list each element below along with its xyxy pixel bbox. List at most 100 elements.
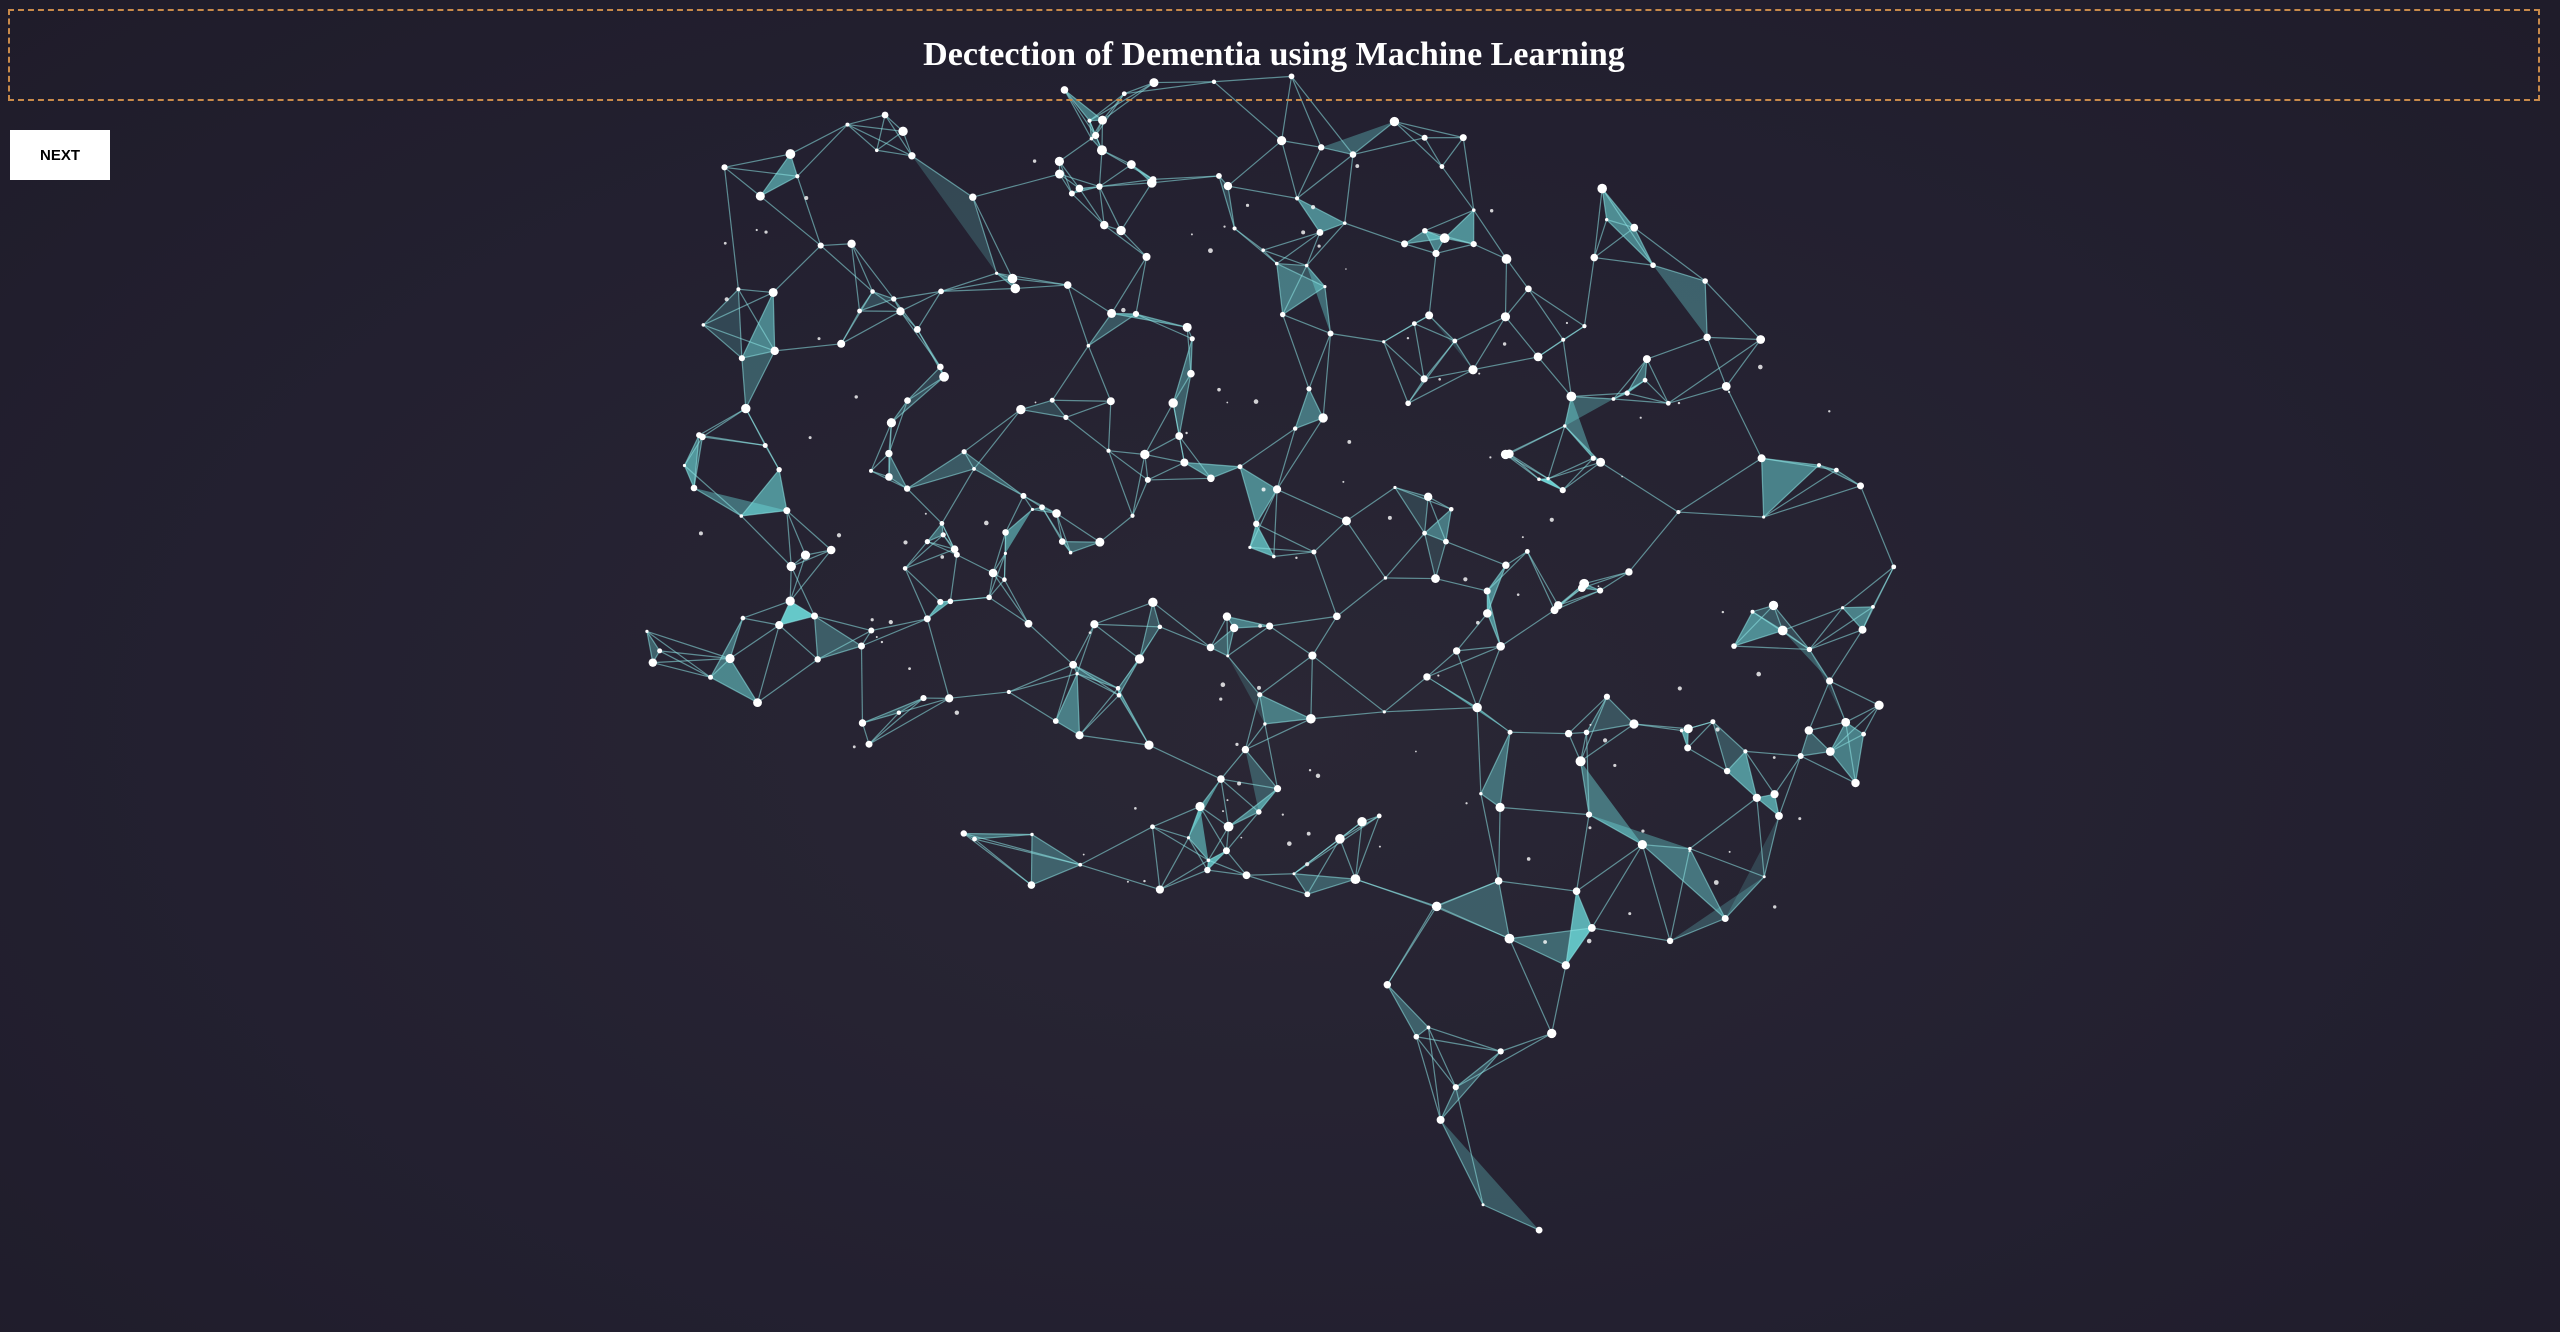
network-edge xyxy=(1310,655,1314,719)
network-edge xyxy=(1404,237,1445,245)
network-node xyxy=(770,346,779,356)
network-edge xyxy=(1455,1050,1502,1088)
network-edge xyxy=(1138,602,1154,660)
network-node xyxy=(1470,241,1477,248)
network-node xyxy=(1261,248,1265,252)
network-edge xyxy=(683,436,703,466)
network-edge xyxy=(1547,457,1594,480)
network-facet xyxy=(1245,749,1278,812)
network-dust xyxy=(1217,387,1221,392)
network-edge xyxy=(772,292,776,351)
network-node xyxy=(1494,877,1503,885)
network-dust xyxy=(1088,631,1092,634)
network-node xyxy=(1241,745,1250,754)
network-node xyxy=(1535,1226,1543,1234)
network-edge xyxy=(1220,778,1230,827)
network-edge xyxy=(1079,734,1150,746)
network-edge xyxy=(1206,850,1227,871)
network-edge xyxy=(1276,488,1347,522)
network-dust xyxy=(1378,845,1381,848)
network-edge xyxy=(1310,711,1385,720)
network-edge xyxy=(1480,731,1511,794)
network-edge xyxy=(1734,645,1810,651)
network-node xyxy=(690,484,698,492)
network-edge xyxy=(1276,262,1307,267)
network-node xyxy=(1271,554,1276,559)
network-edge xyxy=(1435,577,1488,592)
network-edge xyxy=(1642,844,1690,850)
network-edge xyxy=(1227,627,1235,657)
network-node xyxy=(1383,576,1388,580)
network-edge xyxy=(1131,454,1146,516)
network-node xyxy=(1874,700,1884,710)
network-edge xyxy=(1500,1032,1552,1052)
network-edge xyxy=(1427,1027,1457,1088)
network-edge xyxy=(1427,1027,1442,1120)
network-node xyxy=(1750,609,1755,614)
network-dust xyxy=(1465,802,1468,805)
network-node xyxy=(1502,561,1510,569)
network-edge xyxy=(760,175,798,197)
network-edge xyxy=(1124,82,1155,95)
network-dust xyxy=(1798,817,1802,821)
network-edge xyxy=(1227,625,1270,657)
network-node xyxy=(1770,790,1779,799)
network-edge xyxy=(1725,386,1763,459)
network-node xyxy=(1524,285,1532,293)
network-node xyxy=(1683,724,1693,734)
network-edge xyxy=(759,195,822,247)
network-node xyxy=(1825,747,1835,756)
network-node xyxy=(1222,847,1230,855)
network-node xyxy=(1752,793,1761,802)
network-edge xyxy=(742,600,791,619)
network-edge xyxy=(851,243,874,292)
next-button[interactable]: NEXT xyxy=(10,130,110,180)
network-node xyxy=(1003,551,1008,555)
network-edge xyxy=(1306,265,1326,288)
network-node xyxy=(1229,623,1239,633)
network-edge xyxy=(1646,336,1708,360)
network-node xyxy=(1413,1033,1420,1040)
network-node xyxy=(903,485,911,492)
network-dust xyxy=(817,337,821,341)
network-node xyxy=(1382,710,1386,714)
network-node xyxy=(1096,183,1103,190)
network-node xyxy=(1107,308,1117,318)
network-edge xyxy=(1058,161,1073,194)
network-node xyxy=(1237,464,1243,470)
network-edge xyxy=(904,541,928,569)
network-edge xyxy=(1441,166,1475,211)
network-node xyxy=(1090,620,1099,629)
network-node xyxy=(1389,116,1400,127)
network-edge xyxy=(1094,623,1160,628)
network-facet xyxy=(1670,876,1765,941)
network-edge xyxy=(774,343,842,352)
network-node xyxy=(865,740,873,748)
network-node xyxy=(1333,612,1341,621)
network-edge xyxy=(778,624,819,660)
network-node xyxy=(1676,509,1681,515)
network-edge xyxy=(992,532,1007,574)
network-edge xyxy=(1436,880,1499,907)
network-node xyxy=(1637,840,1647,850)
network-edge xyxy=(778,469,788,511)
network-edge xyxy=(926,600,951,620)
network-edge xyxy=(1537,356,1572,397)
network-node xyxy=(1263,722,1267,726)
network-edge xyxy=(779,615,815,626)
network-edge xyxy=(963,832,1033,836)
network-node xyxy=(1052,718,1059,724)
network-edge xyxy=(1384,532,1426,579)
network-edge xyxy=(759,153,791,197)
network-edge xyxy=(1472,316,1506,371)
network-edge xyxy=(1276,263,1326,288)
network-edge xyxy=(1276,263,1284,315)
network-edge xyxy=(1800,730,1810,757)
network-edge xyxy=(1294,388,1310,429)
network-edge xyxy=(1209,616,1228,648)
network-edge xyxy=(862,697,924,724)
network-edge xyxy=(817,645,862,660)
network-node xyxy=(1572,887,1581,895)
network-edge xyxy=(1273,489,1278,557)
network-edge xyxy=(1486,564,1507,592)
